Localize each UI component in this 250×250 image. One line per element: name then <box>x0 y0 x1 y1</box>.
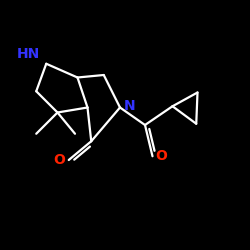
Text: O: O <box>53 153 65 167</box>
Text: N: N <box>124 99 136 113</box>
Text: HN: HN <box>17 47 40 61</box>
Text: O: O <box>155 149 167 163</box>
